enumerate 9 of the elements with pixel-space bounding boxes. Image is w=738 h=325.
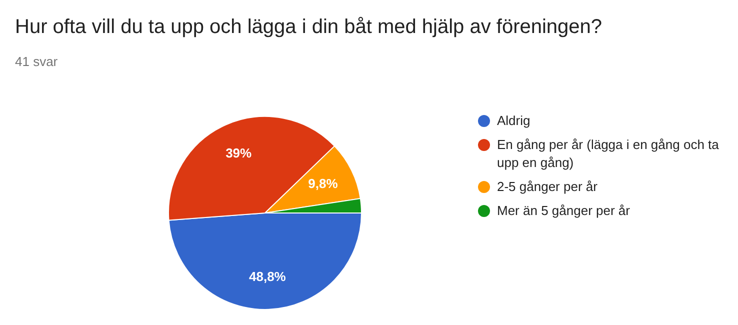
text: 41 svar [15,54,58,69]
data-label: 39% [226,146,252,161]
data-label: 48,8% [249,269,286,284]
chart-title: Hur ofta vill du ta upp och lägga i din båt med hjälp av föreningen? [15,16,602,39]
legend-label: Aldrig [497,112,530,130]
legend-label: En gång per år (lägga i en gång och ta upp en gång) [497,136,720,172]
legend-label: Mer än 5 gånger per år [497,202,630,220]
data-label: 9,8% [308,176,338,191]
legend-label: 2-5 gånger per år [497,178,598,196]
